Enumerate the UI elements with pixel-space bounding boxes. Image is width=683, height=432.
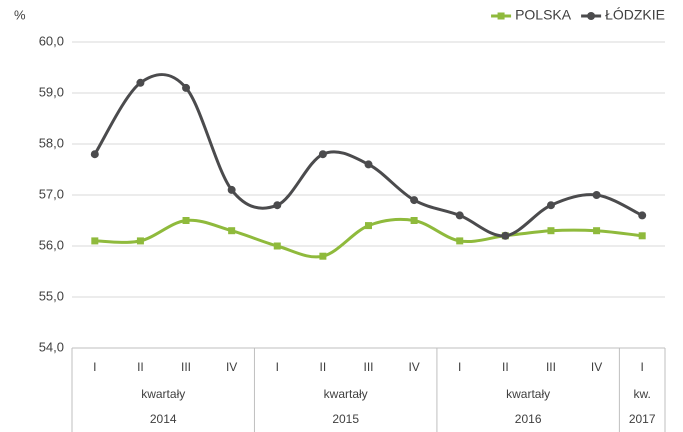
x-tick-label: II	[320, 360, 327, 374]
point	[364, 160, 373, 169]
x-group-label: kw.	[634, 387, 651, 401]
x-tick-label: I	[641, 360, 644, 374]
x-tick-label: II	[137, 360, 144, 374]
point	[456, 237, 464, 245]
point	[547, 227, 555, 235]
point	[593, 227, 601, 235]
point	[91, 237, 99, 245]
x-group-label: kwartały	[141, 387, 185, 401]
point	[410, 196, 419, 205]
y-tick-label: 56,0	[39, 237, 64, 252]
x-tick-label: I	[458, 360, 461, 374]
point	[227, 185, 236, 194]
point	[136, 78, 145, 87]
series-line	[93, 73, 643, 238]
y-unit: %	[14, 7, 26, 22]
point	[638, 232, 646, 240]
x-year-label: 2016	[515, 412, 542, 426]
x-group-label: kwartały	[506, 387, 550, 401]
point	[546, 201, 555, 210]
y-tick-label: 54,0	[39, 339, 64, 354]
point	[182, 83, 191, 92]
x-tick-label: IV	[226, 360, 237, 374]
point	[501, 231, 510, 240]
legend-marker	[497, 12, 505, 20]
x-tick-label: IV	[591, 360, 602, 374]
point	[592, 191, 601, 199]
legend-marker	[587, 12, 596, 20]
point	[273, 242, 281, 250]
point	[410, 217, 418, 224]
x-tick-label: III	[546, 360, 556, 374]
x-tick-label: I	[93, 360, 96, 374]
point	[273, 201, 282, 210]
x-year-label: 2017	[629, 412, 656, 426]
point	[365, 222, 372, 230]
x-year-label: 2015	[332, 412, 359, 426]
point	[182, 217, 190, 224]
x-group-label: kwartały	[324, 387, 368, 401]
y-tick-label: 57,0	[39, 186, 64, 201]
point	[638, 211, 647, 220]
y-tick-label: 55,0	[39, 288, 64, 303]
y-tick-label: 60,0	[39, 33, 64, 48]
point	[228, 227, 236, 235]
point	[90, 150, 99, 159]
legend-label: ŁÓDZKIE	[605, 7, 665, 23]
x-tick-label: III	[181, 360, 191, 374]
y-tick-label: 58,0	[39, 135, 64, 150]
point	[136, 237, 144, 245]
x-tick-label: IV	[408, 360, 419, 374]
x-tick-label: I	[276, 360, 279, 374]
point	[319, 252, 327, 260]
legend-label: POLSKA	[515, 7, 572, 23]
x-tick-label: III	[363, 360, 373, 374]
x-year-label: 2014	[150, 412, 177, 426]
x-tick-label: II	[502, 360, 509, 374]
point	[455, 211, 464, 220]
y-tick-label: 59,0	[39, 84, 64, 99]
point	[318, 150, 327, 159]
